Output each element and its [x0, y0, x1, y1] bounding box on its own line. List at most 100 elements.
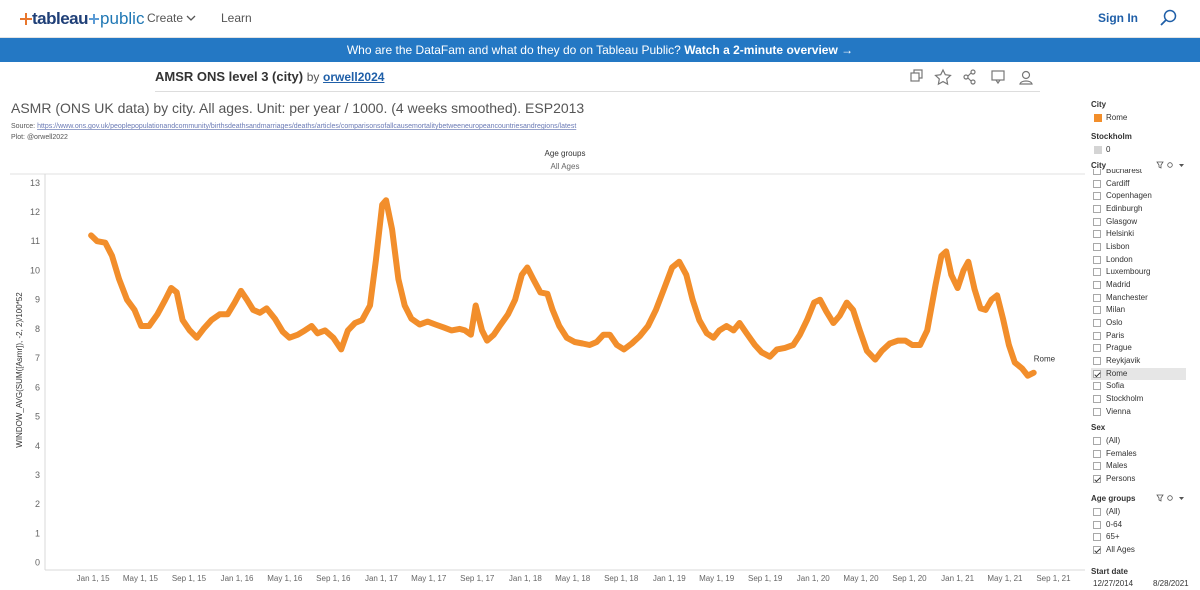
filter-item[interactable]: Reykjavik: [1091, 355, 1186, 367]
checkbox[interactable]: [1093, 449, 1101, 458]
search-icon: [1167, 162, 1173, 168]
checkbox[interactable]: [1093, 475, 1101, 483]
filter-item[interactable]: 0-64: [1091, 519, 1186, 531]
comment-icon[interactable]: [991, 70, 1005, 85]
checkbox[interactable]: [1093, 462, 1101, 471]
filter-label: Oslo: [1106, 318, 1123, 328]
checkbox[interactable]: [1093, 344, 1101, 353]
author-link[interactable]: orwell2024: [323, 70, 385, 84]
legend-item[interactable]: 0: [1091, 144, 1186, 156]
filter-item[interactable]: Persons: [1091, 473, 1186, 485]
checkbox[interactable]: [1093, 546, 1101, 554]
checkbox[interactable]: [1093, 230, 1101, 239]
logo[interactable]: tableau public: [20, 9, 144, 29]
filter-item[interactable]: London: [1091, 254, 1186, 266]
filter-item[interactable]: Rome: [1091, 367, 1186, 380]
copy-icon[interactable]: [910, 69, 923, 82]
filter-label: Helsinki: [1106, 229, 1135, 239]
filter-label: Paris: [1106, 330, 1125, 340]
checkbox[interactable]: [1093, 508, 1101, 516]
x-tick-label: May 1, 17: [411, 574, 447, 583]
search-icon[interactable]: [1160, 9, 1178, 27]
date-from[interactable]: 12/27/2014: [1093, 579, 1134, 588]
series-label: Rome: [1034, 355, 1056, 364]
credit: Plot: @orwell2022: [11, 134, 68, 141]
nav-create[interactable]: Create: [147, 11, 196, 25]
sign-in[interactable]: Sign In: [1098, 11, 1138, 25]
filter-item[interactable]: Prague: [1091, 342, 1186, 354]
checkbox[interactable]: [1093, 306, 1101, 315]
filter-item[interactable]: 65+: [1091, 531, 1186, 543]
legend-item[interactable]: Rome: [1091, 112, 1186, 124]
checkbox[interactable]: [1093, 369, 1101, 378]
date-to[interactable]: 8/28/2021: [1153, 579, 1189, 588]
checkbox[interactable]: [1093, 319, 1101, 328]
filter-item[interactable]: Vienna: [1091, 406, 1186, 417]
filter-item[interactable]: All Ages: [1091, 544, 1186, 556]
filter-label: Females: [1106, 448, 1137, 458]
x-tick-label: Sep 1, 18: [604, 574, 639, 583]
nav-learn[interactable]: Learn: [221, 11, 252, 25]
checkbox[interactable]: [1093, 169, 1101, 175]
checkbox[interactable]: [1093, 533, 1101, 542]
checkbox[interactable]: [1093, 520, 1101, 529]
checkbox[interactable]: [1093, 331, 1101, 340]
checkbox[interactable]: [1093, 395, 1101, 404]
checkbox[interactable]: [1093, 437, 1101, 445]
checkbox[interactable]: [1093, 382, 1101, 391]
filter-item[interactable]: (All): [1091, 506, 1186, 518]
checkbox[interactable]: [1093, 179, 1101, 188]
filter-item[interactable]: Luxembourg: [1091, 266, 1186, 278]
filter-tools[interactable]: [1156, 494, 1186, 503]
checkbox[interactable]: [1093, 205, 1101, 213]
x-tick-label: Jan 1, 21: [941, 574, 974, 583]
favorite-icon[interactable]: [934, 68, 952, 86]
checkbox[interactable]: [1093, 217, 1101, 226]
share-icon[interactable]: [963, 69, 976, 85]
x-tick-label: Jan 1, 16: [221, 574, 254, 583]
filter-item[interactable]: Oslo: [1091, 317, 1186, 329]
chart-title: ASMR (ONS UK data) by city. All ages. Un…: [11, 100, 584, 116]
checkbox[interactable]: [1093, 268, 1101, 277]
checkbox[interactable]: [1093, 243, 1101, 252]
filter-item[interactable]: Milan: [1091, 304, 1186, 316]
profile-icon[interactable]: [1019, 70, 1033, 85]
filter-item[interactable]: Stockholm: [1091, 393, 1186, 405]
source-link[interactable]: https://www.ons.gov.uk/peoplepopulationa…: [37, 123, 576, 130]
filter-label: (All): [1106, 436, 1121, 445]
y-tick-label: 9: [35, 295, 40, 305]
checkbox[interactable]: [1093, 357, 1101, 366]
checkbox[interactable]: [1093, 281, 1101, 290]
filter-item[interactable]: (All): [1091, 435, 1186, 447]
filter-item[interactable]: Manchester: [1091, 292, 1186, 304]
filter-item[interactable]: Glasgow: [1091, 216, 1186, 228]
filter-tools[interactable]: [1156, 161, 1186, 170]
filter-item[interactable]: Copenhagen: [1091, 190, 1186, 202]
promo-banner: Who are the DataFam and what do they do …: [0, 38, 1200, 62]
filter-item[interactable]: Paris: [1091, 330, 1186, 342]
filter-item[interactable]: Cardiff: [1091, 178, 1186, 190]
legend-swatch: [1094, 146, 1102, 154]
filter-item[interactable]: Bucharest: [1091, 169, 1186, 177]
filter-label: Bucharest: [1106, 169, 1143, 175]
filter-item[interactable]: Edinburgh: [1091, 203, 1186, 215]
banner-link[interactable]: Watch a 2-minute overview →: [684, 43, 854, 57]
checkbox[interactable]: [1093, 293, 1101, 302]
y-tick-label: 10: [30, 265, 40, 275]
nav-label: Create: [147, 11, 184, 25]
checkbox[interactable]: [1093, 192, 1101, 201]
filter-item[interactable]: Madrid: [1091, 279, 1186, 291]
filter-item[interactable]: Sofia: [1091, 380, 1186, 392]
filter-item[interactable]: Females: [1091, 448, 1186, 460]
checkbox[interactable]: [1093, 255, 1101, 264]
checkbox[interactable]: [1093, 407, 1101, 416]
legend-swatch: [1094, 114, 1102, 122]
y-tick-label: 2: [35, 499, 40, 509]
y-tick-label: 12: [30, 207, 40, 217]
filter-item[interactable]: Lisbon: [1091, 241, 1186, 253]
filter-label: Males: [1106, 461, 1128, 471]
filter-item[interactable]: Males: [1091, 460, 1186, 472]
filter-list: (All) 0-64 65+ All Ages: [1088, 506, 1188, 566]
filter-item[interactable]: Helsinki: [1091, 228, 1186, 240]
